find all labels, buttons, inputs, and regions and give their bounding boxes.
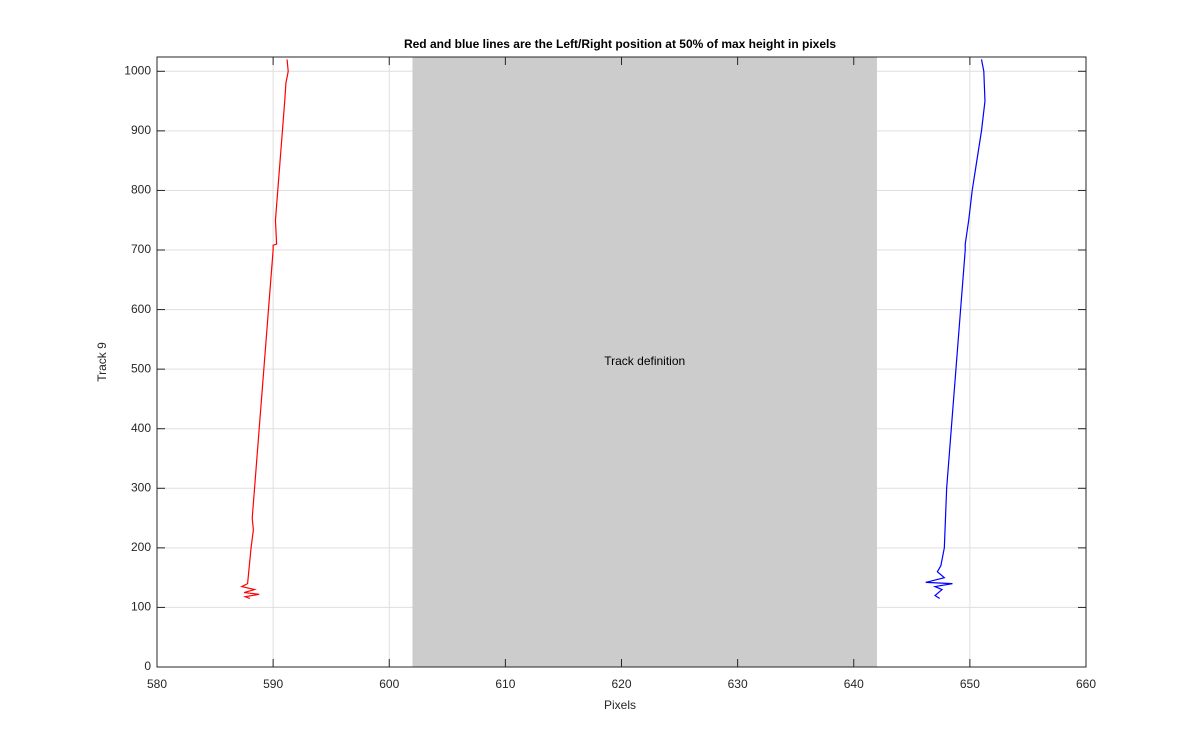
x-tick-label: 660 — [1076, 677, 1096, 691]
shaded-region — [412, 57, 877, 667]
x-tick-label: 630 — [728, 677, 748, 691]
y-tick-label: 600 — [131, 302, 151, 316]
y-tick-label: 200 — [131, 540, 151, 554]
y-tick-label: 800 — [131, 183, 151, 197]
y-tick-label: 100 — [131, 600, 151, 614]
data-line — [925, 59, 986, 599]
data-line — [240, 59, 289, 600]
x-tick-label: 580 — [147, 677, 167, 691]
x-axis-label: Pixels — [604, 698, 636, 712]
y-tick-label: 1000 — [124, 63, 151, 77]
y-tick-label: 400 — [131, 421, 151, 435]
x-tick-label: 650 — [960, 677, 980, 691]
y-axis-label: Track 9 — [95, 342, 109, 382]
y-tick-label: 700 — [131, 242, 151, 256]
x-tick-label: 640 — [844, 677, 864, 691]
y-tick-label: 0 — [144, 659, 151, 673]
x-tick-label: 610 — [495, 677, 515, 691]
x-tick-label: 590 — [263, 677, 283, 691]
x-tick-label: 600 — [379, 677, 399, 691]
y-tick-label: 500 — [131, 361, 151, 375]
y-tick-label: 300 — [131, 480, 151, 494]
chart-title: Red and blue lines are the Left/Right po… — [404, 37, 836, 51]
region-label: Track definition — [604, 354, 685, 368]
x-tick-label: 620 — [611, 677, 631, 691]
y-tick-label: 900 — [131, 123, 151, 137]
